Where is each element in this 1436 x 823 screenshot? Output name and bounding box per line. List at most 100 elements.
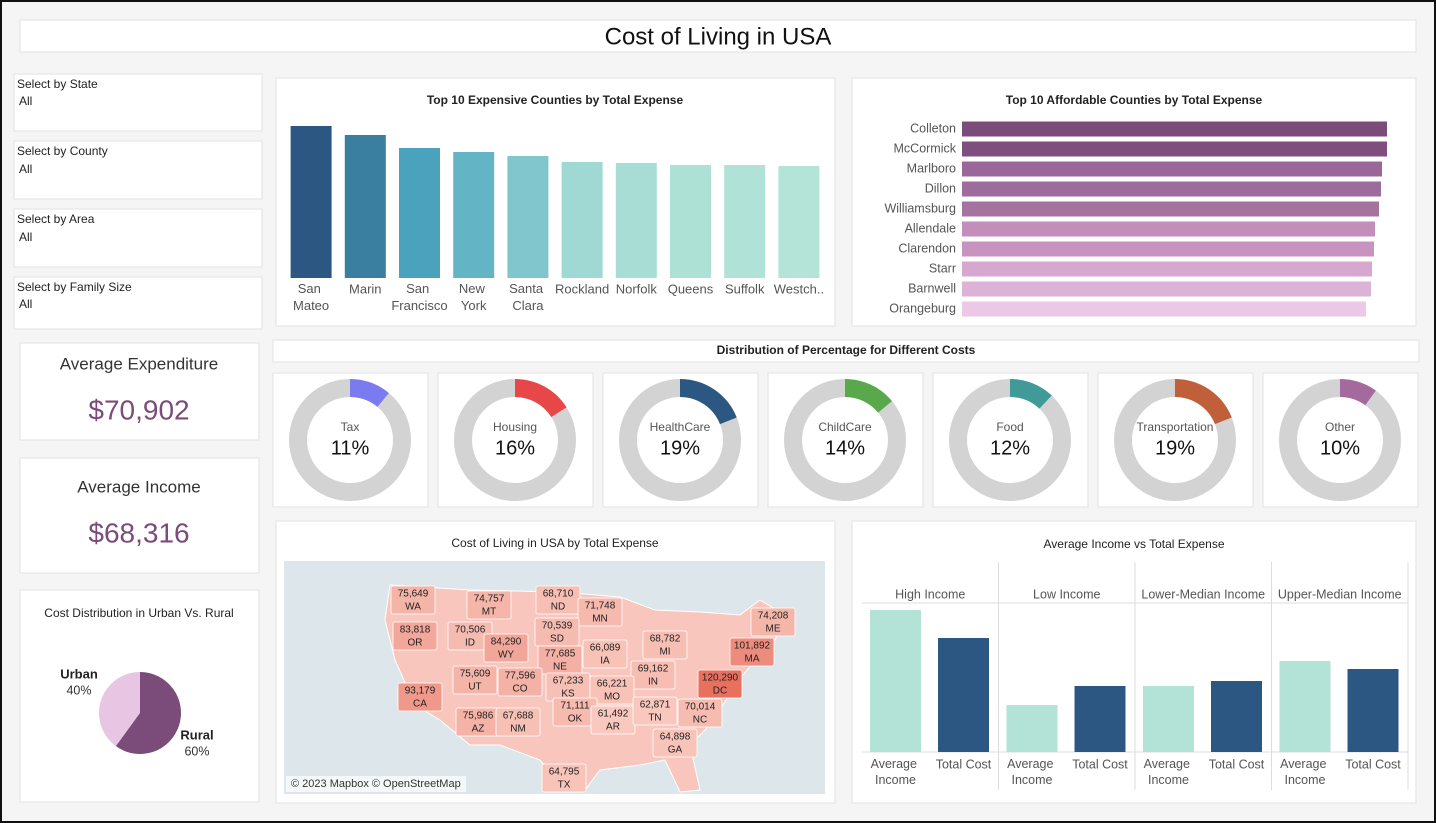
state	[630, 660, 676, 690]
state-value: 77,685	[545, 649, 576, 660]
donut-category: Tax	[341, 420, 360, 434]
donut-arc	[1174, 379, 1232, 425]
state-code: KS	[561, 689, 575, 700]
donut-arc	[679, 379, 737, 425]
state-value: 64,898	[660, 732, 691, 743]
chart-title: Distribution of Percentage for Different…	[717, 343, 976, 357]
filter-panel[interactable]	[13, 140, 263, 200]
pie-value: 60%	[184, 744, 209, 758]
facet-label: Upper-Median Income	[1278, 587, 1402, 601]
chart-title: Cost of Living in USA by Total Expense	[451, 536, 659, 550]
bar	[962, 281, 1371, 297]
x-tick-label: Total Cost	[1345, 757, 1401, 771]
state-code: WY	[498, 650, 514, 661]
filter-value[interactable]: All	[19, 230, 32, 244]
x-tick-label: Average Income	[1144, 757, 1194, 787]
x-tick-label: Norfolk	[616, 281, 658, 296]
state-code: ND	[551, 602, 565, 613]
state-value: 70,506	[455, 625, 486, 636]
bar	[1211, 681, 1262, 752]
facet-label: Low Income	[1033, 587, 1100, 601]
filter-label: Select by Family Size	[17, 280, 132, 294]
filter-panel[interactable]	[13, 208, 263, 268]
state-code: MO	[604, 692, 620, 703]
state-value: 61,492	[598, 709, 629, 720]
state-value: 75,986	[463, 711, 494, 722]
state	[577, 597, 623, 627]
state-code: CO	[513, 684, 528, 695]
bar	[399, 148, 440, 278]
x-tick-label: Total Cost	[1209, 757, 1265, 771]
bar	[962, 241, 1374, 257]
state-code: MT	[482, 607, 496, 618]
bar	[1143, 686, 1194, 752]
state-value: 71,111	[560, 701, 590, 712]
filter-label: Select by Area	[17, 212, 95, 226]
pie-slice	[115, 672, 182, 754]
donut-value: 12%	[990, 437, 1030, 459]
y-tick-label: McCormick	[894, 141, 957, 155]
donut-arc	[349, 379, 389, 408]
state-value: 75,609	[460, 669, 491, 680]
kpi-panel	[19, 457, 260, 574]
state	[495, 707, 541, 737]
x-tick-label: Suffolk	[725, 281, 765, 296]
state	[632, 696, 678, 726]
bar	[615, 163, 657, 278]
y-tick-label: Colleton	[910, 121, 956, 135]
bar	[870, 610, 921, 752]
state	[497, 667, 543, 697]
state-value: 120,290	[702, 673, 739, 684]
state-code: TN	[648, 713, 661, 724]
state	[392, 621, 438, 651]
state-code: ME	[766, 624, 781, 635]
chart-title: Top 10 Expensive Counties by Total Expen…	[427, 93, 684, 107]
donut-value: 19%	[660, 437, 700, 459]
bar	[507, 156, 549, 278]
state-value: 67,688	[503, 711, 534, 722]
x-tick-label: San Mateo	[293, 281, 329, 313]
state	[452, 665, 498, 695]
state	[677, 698, 723, 728]
bar	[962, 201, 1379, 217]
bar	[778, 166, 820, 278]
state	[466, 590, 512, 620]
map-credit: © 2023 Mapbox © OpenStreetMap	[291, 778, 461, 790]
state-value: 69,162	[638, 664, 669, 675]
state-code: SD	[550, 634, 564, 645]
filter-value[interactable]: All	[19, 162, 32, 176]
pie-slice	[99, 672, 140, 747]
state-code: MI	[659, 647, 670, 658]
x-tick-label: Westch..	[774, 281, 824, 296]
state-code: AZ	[472, 724, 485, 735]
state-value: 74,208	[758, 611, 789, 622]
state-code: NE	[553, 662, 567, 673]
chart-title: Top 10 Affordable Counties by Total Expe…	[1006, 93, 1263, 107]
filter-panel[interactable]	[13, 73, 263, 132]
x-tick-label: San Francisco	[391, 281, 447, 313]
bar	[670, 165, 711, 278]
filter-value[interactable]: All	[19, 297, 32, 311]
state-value: 74,757	[474, 594, 505, 605]
state-code: GA	[668, 745, 683, 756]
title-panel	[19, 19, 1417, 53]
filter-value[interactable]: All	[19, 94, 32, 108]
state	[483, 633, 529, 663]
state	[397, 682, 443, 712]
donut-value: 11%	[331, 437, 370, 459]
filter-panel[interactable]	[13, 276, 263, 330]
bar	[962, 261, 1372, 277]
state-value: 101,892	[734, 641, 771, 652]
bar	[1279, 661, 1331, 752]
state	[582, 639, 628, 669]
bar	[453, 152, 495, 278]
state-code: OR	[408, 638, 423, 649]
y-tick-label: Marlboro	[907, 161, 956, 175]
state-code: ID	[465, 638, 475, 649]
x-tick-label: Marin	[349, 281, 382, 296]
y-tick-label: Dillon	[925, 181, 956, 195]
bar	[962, 181, 1381, 197]
dashboard-title: Cost of Living in USA	[605, 23, 832, 50]
state-code: WA	[405, 602, 421, 613]
